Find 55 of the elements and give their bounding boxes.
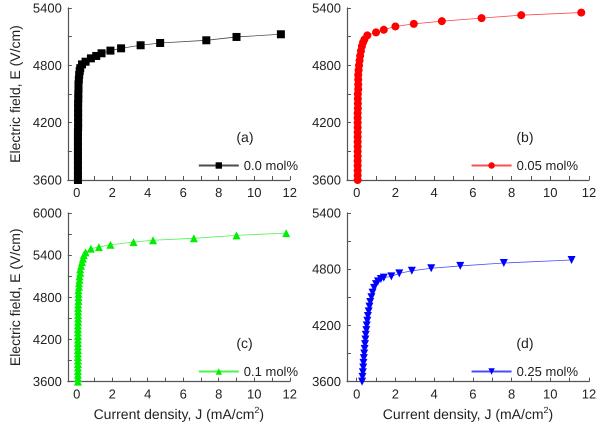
x-tick-label: 8 (508, 185, 516, 200)
x-tick-label: 10 (247, 185, 262, 200)
annotation: (c) (236, 335, 253, 351)
x-tick-label: 2 (108, 185, 116, 200)
y-axis-title: Electric field, E (V/cm) (7, 25, 23, 163)
x-tick-label: 0 (73, 185, 80, 200)
y-tick-label: 5400 (312, 206, 341, 220)
y-tick-label: 4200 (312, 318, 341, 333)
x-tick-label: 4 (430, 185, 438, 200)
y-tick-label: 3600 (32, 374, 62, 390)
x-tick-label: 4 (144, 185, 152, 200)
legend-label: 0.0 mol% (244, 158, 298, 173)
y-axis-title: Electric field, E (V/cm) (7, 228, 23, 366)
y-tick-label: 5400 (32, 248, 62, 263)
x-tick-label: 12 (282, 386, 298, 402)
x-tick-label: 8 (508, 386, 516, 402)
x-tick-label: 12 (582, 386, 596, 402)
y-tick-label: 4200 (312, 115, 341, 130)
x-tick-label: 4 (144, 386, 152, 402)
y-tick-label: 3600 (312, 374, 341, 390)
legend-label: 0.05 mol% (516, 158, 578, 173)
y-tick-label: 4800 (32, 290, 62, 305)
y-tick-label: 3600 (32, 172, 62, 188)
x-tick-label: 6 (180, 185, 187, 200)
legend-label: 0.1 mol% (244, 364, 298, 379)
y-tick-label: 4800 (312, 262, 341, 277)
x-tick-label: 4 (430, 386, 438, 402)
x-tick-label: 0 (353, 185, 360, 200)
x-tick-label: 8 (215, 185, 222, 200)
x-tick-label: 6 (469, 185, 476, 200)
annotation: (b) (516, 129, 534, 145)
y-tick-label: 4200 (32, 332, 62, 347)
x-tick-label: 10 (543, 386, 558, 402)
y-tick-label: 5400 (312, 0, 341, 16)
x-tick-label: 10 (247, 386, 262, 402)
x-tick-label: 6 (469, 386, 476, 402)
y-tick-label: 3600 (312, 172, 341, 188)
x-tick-label: 12 (582, 185, 596, 200)
annotation: (a) (236, 129, 254, 145)
x-tick-label: 2 (392, 386, 400, 402)
x-tick-label: 12 (282, 185, 298, 200)
x-tick-label: 6 (180, 386, 187, 402)
x-tick-label: 10 (543, 185, 558, 200)
y-tick-label: 4800 (312, 58, 341, 73)
y-tick-label: 4800 (32, 58, 62, 73)
y-tick-label: 5400 (32, 0, 62, 16)
annotation: (d) (516, 335, 534, 351)
y-tick-label: 4200 (32, 115, 62, 130)
x-tick-label: 2 (108, 386, 116, 402)
x-tick-label: 8 (215, 386, 222, 402)
x-tick-label: 2 (392, 185, 400, 200)
legend-label: 0.25 mol% (516, 364, 578, 379)
x-tick-label: 0 (353, 386, 360, 402)
x-tick-label: 0 (73, 386, 80, 402)
y-tick-label: 6000 (32, 206, 62, 220)
